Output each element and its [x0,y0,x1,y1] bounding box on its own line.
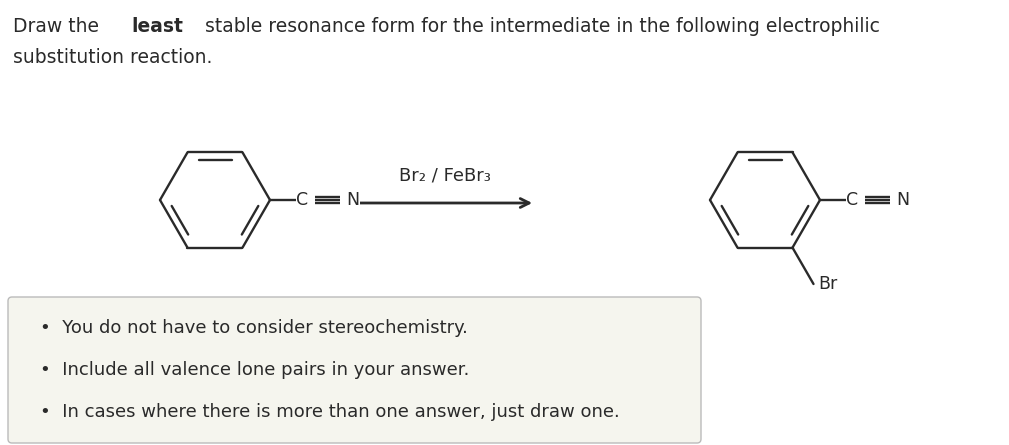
Text: Draw the: Draw the [13,17,105,36]
Text: •  Include all valence lone pairs in your answer.: • Include all valence lone pairs in your… [40,361,469,379]
FancyBboxPatch shape [8,297,701,443]
Text: stable resonance form for the intermediate in the following electrophilic: stable resonance form for the intermedia… [199,17,880,36]
Text: Br₂ / FeBr₃: Br₂ / FeBr₃ [400,167,491,185]
Text: C: C [846,191,858,209]
Text: •  You do not have to consider stereochemistry.: • You do not have to consider stereochem… [40,319,468,337]
Text: •  In cases where there is more than one answer, just draw one.: • In cases where there is more than one … [40,403,620,421]
Text: C: C [296,191,308,209]
Text: Br: Br [818,275,837,293]
Text: substitution reaction.: substitution reaction. [13,48,212,67]
Text: N: N [896,191,909,209]
Text: N: N [346,191,359,209]
Text: least: least [132,17,184,36]
